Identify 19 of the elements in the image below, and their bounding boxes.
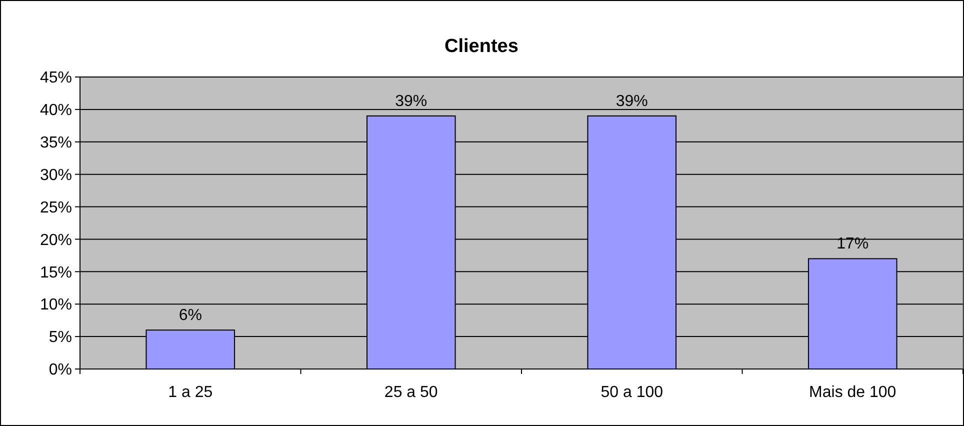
data-label: 6% bbox=[178, 307, 202, 324]
x-tick-label: Mais de 100 bbox=[809, 384, 896, 401]
y-tick-label: 0% bbox=[48, 362, 72, 379]
y-tick-label: 35% bbox=[40, 134, 72, 152]
y-tick-label: 30% bbox=[40, 166, 72, 184]
data-label: 17% bbox=[836, 236, 869, 253]
chart-title: Clientes bbox=[444, 36, 518, 57]
y-tick-label: 20% bbox=[40, 232, 72, 249]
data-label: 39% bbox=[395, 92, 428, 110]
y-tick-label: 10% bbox=[40, 296, 72, 314]
y-tick-label: 25% bbox=[40, 199, 72, 216]
y-tick-label: 15% bbox=[40, 264, 72, 282]
y-tick-label: 40% bbox=[40, 102, 72, 120]
x-tick-label: 1 a 25 bbox=[168, 384, 213, 401]
y-tick-label: 5% bbox=[48, 329, 72, 346]
x-tick-label: 25 a 50 bbox=[384, 384, 438, 401]
y-tick-label: 45% bbox=[40, 70, 72, 87]
x-tick-label: 50 a 100 bbox=[600, 384, 664, 401]
data-label: 39% bbox=[616, 92, 648, 110]
